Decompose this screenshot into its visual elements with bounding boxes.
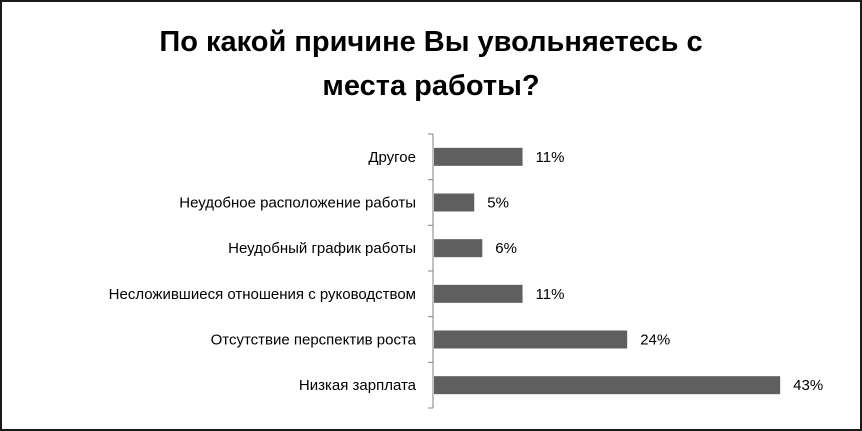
category-label: Неудобное расположение работы — [179, 195, 416, 212]
category-label: Низкая зарплата — [299, 377, 417, 394]
bar — [434, 239, 483, 258]
bar — [434, 284, 523, 303]
category-label: Отсутствие перспектив роста — [211, 332, 417, 349]
chart-title: По какой причине Вы увольняетесь с места… — [2, 20, 860, 108]
category-label: Несложившиеся отношения с руководством — [109, 286, 416, 303]
bar — [434, 376, 781, 395]
bar — [434, 193, 475, 212]
data-label: 11% — [536, 286, 565, 303]
data-label: 11% — [536, 149, 565, 166]
bar — [434, 330, 628, 349]
bar — [434, 147, 523, 166]
data-label: 6% — [495, 240, 517, 257]
category-label: Неудобный график работы — [228, 240, 416, 257]
chart-title-line-2: места работы? — [322, 70, 540, 102]
data-label: 5% — [487, 195, 509, 212]
chart-title-line-1: По какой причине Вы увольняетесь с — [159, 26, 703, 58]
data-label: 43% — [793, 377, 823, 394]
data-label: 24% — [640, 332, 670, 349]
category-label: Другое — [368, 149, 416, 166]
